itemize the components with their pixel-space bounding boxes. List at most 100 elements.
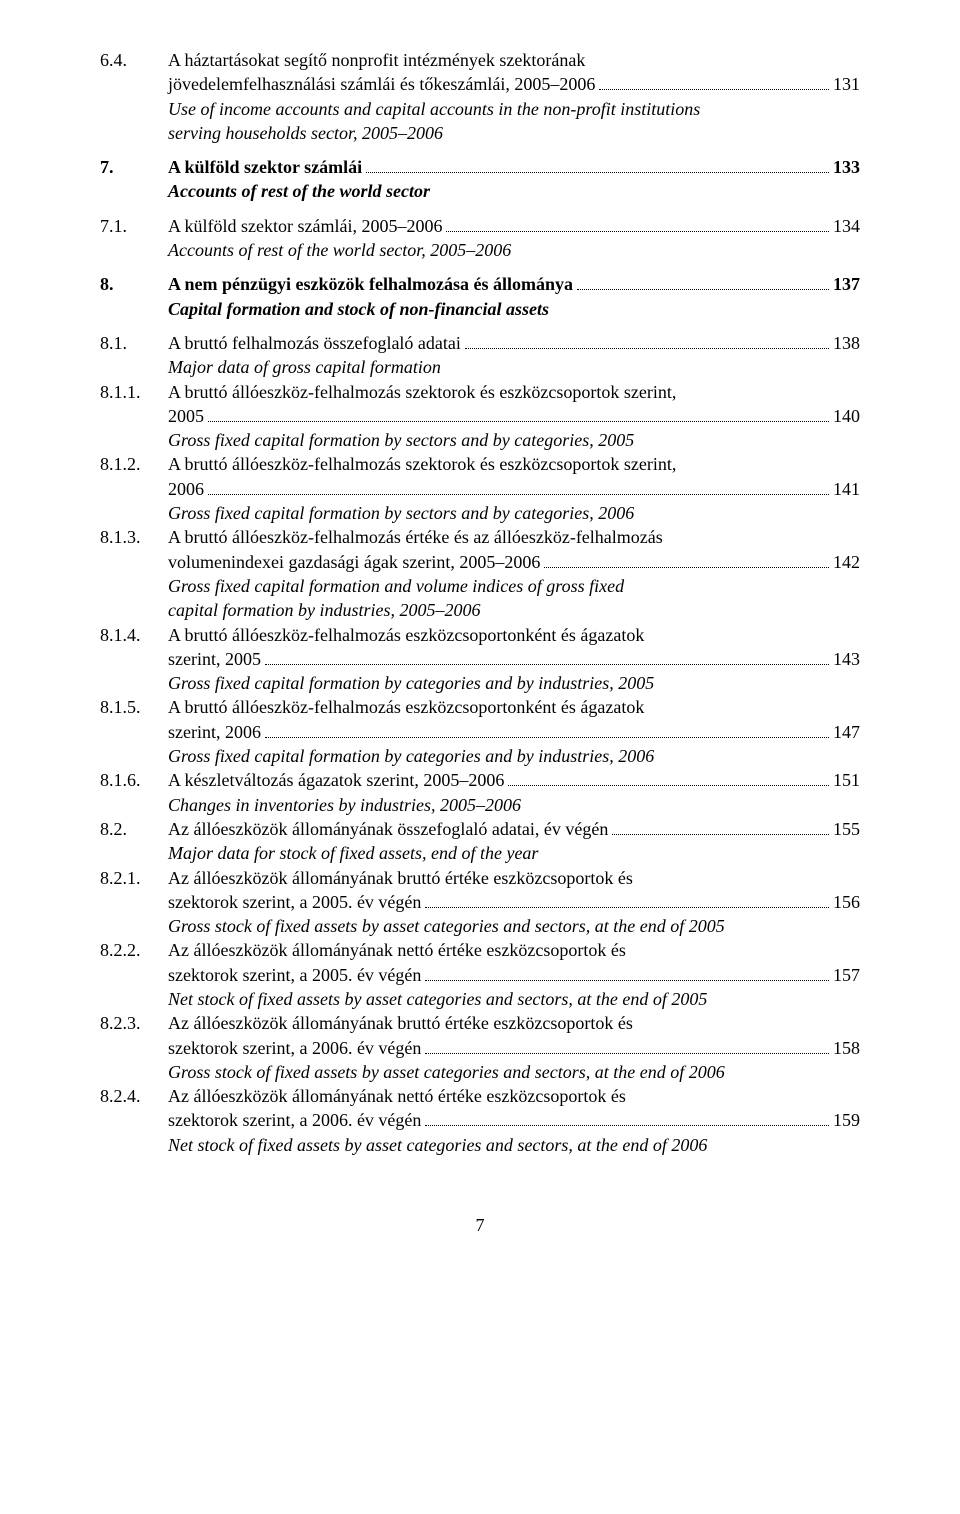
toc-title: Az állóeszközök állományának bruttó érté… bbox=[168, 866, 860, 890]
toc-subtitle: Gross fixed capital formation by sectors… bbox=[168, 501, 860, 525]
toc-subtitle: Major data for stock of fixed assets, en… bbox=[168, 841, 860, 865]
toc-number: 8.1.1. bbox=[100, 380, 168, 404]
toc-entry: 8.A nem pénzügyi eszközök felhalmozása é… bbox=[100, 272, 860, 296]
toc-subtitle-row: Gross fixed capital formation by categor… bbox=[100, 671, 860, 695]
toc-subtitle: serving households sector, 2005–2006 bbox=[168, 121, 860, 145]
toc-number bbox=[100, 97, 168, 121]
toc-page-number: 133 bbox=[833, 155, 860, 179]
toc-number: 8.2.4. bbox=[100, 1084, 168, 1108]
toc-subtitle: Gross fixed capital formation by categor… bbox=[168, 671, 860, 695]
toc-entry: 7.1.A külföld szektor számlái, 2005–2006… bbox=[100, 214, 860, 238]
toc-title: Az állóeszközök állományának nettó érték… bbox=[168, 938, 860, 962]
toc-subtitle: Changes in inventories by industries, 20… bbox=[168, 793, 860, 817]
toc-subtitle-row: Capital formation and stock of non-finan… bbox=[100, 297, 860, 321]
toc-number bbox=[100, 1133, 168, 1157]
toc-number bbox=[100, 1060, 168, 1084]
toc-subtitle-row: Gross fixed capital formation by sectors… bbox=[100, 428, 860, 452]
toc-entry: 8.2.3.Az állóeszközök állományának brutt… bbox=[100, 1011, 860, 1035]
toc-subtitle-row: Gross fixed capital formation by categor… bbox=[100, 744, 860, 768]
toc-number: 8.2.1. bbox=[100, 866, 168, 890]
toc-subtitle-row: Gross fixed capital formation by sectors… bbox=[100, 501, 860, 525]
toc-page-number: 156 bbox=[833, 890, 860, 914]
toc-subtitle-row: Major data for stock of fixed assets, en… bbox=[100, 841, 860, 865]
toc-title: szektorok szerint, a 2006. év végén bbox=[168, 1108, 421, 1132]
toc-number: 8.1. bbox=[100, 331, 168, 355]
toc-page-number: 140 bbox=[833, 404, 860, 428]
toc-subtitle: capital formation by industries, 2005–20… bbox=[168, 598, 860, 622]
toc-page-number: 142 bbox=[833, 550, 860, 574]
toc-title: szerint, 2005 bbox=[168, 647, 261, 671]
toc-entry: jövedelemfelhasználási számlái és tőkesz… bbox=[100, 72, 860, 96]
toc-number bbox=[100, 574, 168, 598]
page-number-footer: 7 bbox=[100, 1213, 860, 1237]
toc-subtitle: Gross fixed capital formation and volume… bbox=[168, 574, 860, 598]
toc-page: 6.4.A háztartásokat segítő nonprofit int… bbox=[0, 0, 960, 1277]
toc-leader bbox=[425, 1109, 829, 1126]
toc-number bbox=[100, 238, 168, 262]
toc-subtitle: Gross stock of fixed assets by asset cat… bbox=[168, 914, 860, 938]
toc-number: 8.2.3. bbox=[100, 1011, 168, 1035]
toc-subtitle-row: Major data of gross capital formation bbox=[100, 355, 860, 379]
toc-entry: 8.1.1.A bruttó állóeszköz-felhalmozás sz… bbox=[100, 380, 860, 404]
toc-title: szektorok szerint, a 2006. év végén bbox=[168, 1036, 421, 1060]
toc-leader bbox=[446, 215, 829, 232]
toc-number bbox=[100, 987, 168, 1011]
toc-number: 8.1.2. bbox=[100, 452, 168, 476]
toc-number bbox=[100, 841, 168, 865]
toc-subtitle: Net stock of fixed assets by asset categ… bbox=[168, 987, 860, 1011]
toc-number bbox=[100, 744, 168, 768]
toc-entry: volumenindexei gazdasági ágak szerint, 2… bbox=[100, 550, 860, 574]
toc-entry: 8.1.5.A bruttó állóeszköz-felhalmozás es… bbox=[100, 695, 860, 719]
toc-title: A külföld szektor számlái bbox=[168, 155, 362, 179]
toc-page-number: 137 bbox=[833, 272, 860, 296]
toc-title: A nem pénzügyi eszközök felhalmozása és … bbox=[168, 272, 573, 296]
toc-number: 7.1. bbox=[100, 214, 168, 238]
toc-title: Az állóeszközök állományának összefoglal… bbox=[168, 817, 608, 841]
toc-entry: szektorok szerint, a 2005. év végén157 bbox=[100, 963, 860, 987]
toc-page-number: 158 bbox=[833, 1036, 860, 1060]
toc-page-number: 131 bbox=[833, 72, 860, 96]
toc-number bbox=[100, 179, 168, 203]
toc-entry: 8.1.4.A bruttó állóeszköz-felhalmozás es… bbox=[100, 623, 860, 647]
toc-subtitle-row: serving households sector, 2005–2006 bbox=[100, 121, 860, 145]
toc-title: szektorok szerint, a 2005. év végén bbox=[168, 963, 421, 987]
toc-title: szektorok szerint, a 2005. év végén bbox=[168, 890, 421, 914]
toc-entry: 8.2.2.Az állóeszközök állományának nettó… bbox=[100, 938, 860, 962]
toc-subtitle-row: Gross stock of fixed assets by asset cat… bbox=[100, 1060, 860, 1084]
toc-title: A bruttó felhalmozás összefoglaló adatai bbox=[168, 331, 461, 355]
toc-subtitle: Net stock of fixed assets by asset categ… bbox=[168, 1133, 860, 1157]
toc-entry: 8.2.4.Az állóeszközök állományának nettó… bbox=[100, 1084, 860, 1108]
toc-entry: 7.A külföld szektor számlái 133 bbox=[100, 155, 860, 179]
toc-leader bbox=[465, 332, 829, 349]
toc-leader bbox=[425, 964, 829, 981]
toc-number: 8. bbox=[100, 272, 168, 296]
toc-title: A bruttó állóeszköz-felhalmozás szektoro… bbox=[168, 452, 860, 476]
toc-leader bbox=[208, 478, 829, 495]
toc-subtitle-row: Accounts of rest of the world sector, 20… bbox=[100, 238, 860, 262]
toc-subtitle-row: Accounts of rest of the world sector bbox=[100, 179, 860, 203]
toc-number bbox=[100, 914, 168, 938]
toc-title: Az állóeszközök állományának bruttó érté… bbox=[168, 1011, 860, 1035]
toc-title: A bruttó állóeszköz-felhalmozás eszközcs… bbox=[168, 623, 860, 647]
toc-subtitle: Use of income accounts and capital accou… bbox=[168, 97, 860, 121]
toc-title: jövedelemfelhasználási számlái és tőkesz… bbox=[168, 72, 595, 96]
toc-number bbox=[100, 793, 168, 817]
toc-title: A bruttó állóeszköz-felhalmozás szektoro… bbox=[168, 380, 860, 404]
toc-leader bbox=[425, 1036, 829, 1053]
toc-number: 7. bbox=[100, 155, 168, 179]
toc-subtitle-row: Net stock of fixed assets by asset categ… bbox=[100, 1133, 860, 1157]
toc-title: A bruttó állóeszköz-felhalmozás értéke é… bbox=[168, 525, 860, 549]
toc-number: 6.4. bbox=[100, 48, 168, 72]
toc-number: 8.1.3. bbox=[100, 525, 168, 549]
toc-title: Az állóeszközök állományának nettó érték… bbox=[168, 1084, 860, 1108]
toc-number bbox=[100, 297, 168, 321]
toc-number: 8.1.6. bbox=[100, 768, 168, 792]
toc-number: 8.2. bbox=[100, 817, 168, 841]
toc-subtitle: Capital formation and stock of non-finan… bbox=[168, 297, 860, 321]
toc-leader bbox=[577, 273, 829, 290]
toc-entry: szerint, 2006147 bbox=[100, 720, 860, 744]
toc-title: A háztartásokat segítő nonprofit intézmé… bbox=[168, 48, 860, 72]
toc-leader bbox=[366, 156, 829, 173]
toc-title: volumenindexei gazdasági ágak szerint, 2… bbox=[168, 550, 540, 574]
toc-leader bbox=[265, 721, 829, 738]
